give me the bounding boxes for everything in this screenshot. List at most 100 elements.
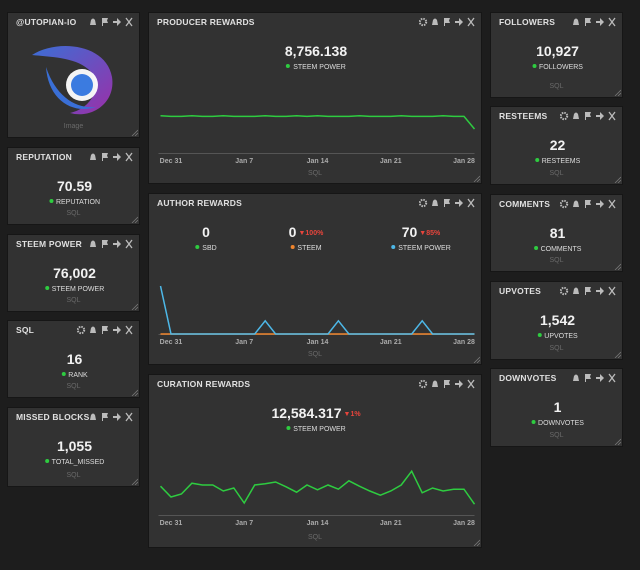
panel-title: MISSED BLOCKS bbox=[16, 412, 90, 422]
share-icon bbox=[596, 18, 604, 26]
x-tick-label: Dec 31 bbox=[160, 339, 183, 346]
resize-lines bbox=[131, 216, 138, 223]
close-icon bbox=[467, 198, 475, 208]
stat-value: 76,002 bbox=[53, 265, 96, 281]
stat-panel: MISSED BLOCKS 1,055 TOTAL_MISSED SQL bbox=[7, 407, 140, 487]
panel-title: PRODUCER REWARDS bbox=[157, 17, 255, 27]
stat-value: 0 bbox=[288, 224, 297, 240]
share-icon bbox=[596, 287, 604, 295]
flag-icon bbox=[102, 240, 108, 248]
share-icon bbox=[596, 374, 604, 382]
flag-icon bbox=[102, 18, 108, 26]
legend-dot bbox=[391, 245, 396, 249]
resize-handle bbox=[473, 356, 480, 363]
panel-title: @UTOPIAN-IO bbox=[16, 17, 77, 27]
legend-dot bbox=[61, 372, 66, 376]
resize-lines bbox=[473, 175, 480, 182]
stat: 76,002 STEEM POWER bbox=[44, 265, 104, 293]
stat: 70.59 REPUTATION bbox=[48, 178, 100, 206]
legend: STEEM POWER bbox=[285, 64, 347, 71]
legend-dot bbox=[195, 245, 200, 249]
panel-footer: SQL bbox=[549, 257, 564, 264]
share-icon bbox=[113, 413, 121, 421]
chart: Dec 31 Jan 7 Jan 14 Jan 21 Jan 28 bbox=[158, 285, 475, 346]
close-icon bbox=[125, 325, 133, 335]
x-tick-label: Jan 7 bbox=[235, 520, 253, 527]
panel-title: AUTHOR REWARDS bbox=[157, 198, 242, 208]
resize-lines bbox=[473, 356, 480, 363]
close-icon bbox=[125, 152, 133, 162]
header-icons bbox=[573, 373, 616, 383]
header-icons bbox=[90, 17, 133, 27]
resize-lines bbox=[131, 478, 138, 485]
line-series bbox=[159, 285, 475, 335]
close-icon bbox=[608, 286, 616, 296]
share-icon bbox=[455, 199, 463, 207]
legend-dot bbox=[533, 246, 538, 250]
close-icon bbox=[125, 17, 133, 27]
legend-label: COMMENTS bbox=[540, 246, 582, 253]
legend-label: RESTEEMS bbox=[541, 158, 581, 165]
legend-dot bbox=[44, 459, 49, 463]
stat: 16 RANK bbox=[61, 351, 88, 379]
resize-lines bbox=[131, 389, 138, 396]
resize-lines bbox=[614, 176, 621, 183]
stat-value: 12,584.317 bbox=[271, 405, 342, 421]
bell-icon bbox=[90, 18, 96, 25]
header-icons bbox=[77, 325, 133, 335]
panel-footer: SQL bbox=[549, 432, 564, 439]
gear-icon bbox=[419, 17, 428, 27]
stat: 81 COMMENTS bbox=[533, 225, 582, 253]
chart: Dec 31 Jan 7 Jan 14 Jan 21 Jan 28 bbox=[158, 115, 476, 165]
resize-handle bbox=[473, 175, 480, 182]
legend: STEEM POWER bbox=[271, 426, 360, 433]
panel-title: DOWNVOTES bbox=[499, 373, 557, 383]
share-icon bbox=[113, 240, 121, 248]
legend: STEEM bbox=[289, 245, 324, 252]
flag-icon bbox=[444, 380, 450, 388]
caption: Image bbox=[63, 123, 84, 130]
legend-label: DOWNVOTES bbox=[538, 420, 584, 427]
legend: STEEM POWER bbox=[44, 286, 104, 293]
x-tick-label: Jan 28 bbox=[453, 158, 475, 165]
legend: REPUTATION bbox=[48, 199, 100, 206]
legend-label: UPVOTES bbox=[544, 333, 578, 340]
bell-icon bbox=[432, 199, 438, 206]
stat-value: 22 bbox=[549, 137, 566, 153]
share-icon bbox=[596, 200, 604, 208]
share-icon bbox=[596, 112, 604, 120]
x-tick-label: Jan 14 bbox=[307, 339, 329, 346]
profile-panel: @UTOPIAN-IO Image bbox=[7, 12, 140, 138]
share-icon bbox=[455, 380, 463, 388]
x-tick-label: Jan 28 bbox=[453, 339, 475, 346]
resize-handle bbox=[131, 389, 138, 396]
stat-panel: UPVOTES 1,542 UPVOTES SQL bbox=[490, 281, 623, 360]
stat-value: 0 bbox=[202, 224, 210, 240]
legend-dot bbox=[286, 426, 291, 430]
resize-handle bbox=[131, 216, 138, 223]
stat-panel: RESTEEMS 22 RESTEEMS SQL bbox=[490, 106, 623, 185]
x-tick-label: Jan 21 bbox=[380, 339, 402, 346]
logo bbox=[32, 45, 113, 115]
x-tick-label: Jan 7 bbox=[235, 158, 253, 165]
resize-lines bbox=[473, 539, 480, 546]
bell-icon bbox=[573, 374, 579, 381]
legend-dot bbox=[44, 286, 49, 290]
legend-label: STEEM bbox=[297, 245, 322, 252]
legend-label: SBD bbox=[202, 245, 217, 252]
legend: RESTEEMS bbox=[534, 158, 581, 165]
panel-footer: SQL bbox=[549, 83, 564, 90]
close-icon bbox=[608, 199, 616, 209]
resize-handle bbox=[614, 351, 621, 358]
resize-handle bbox=[614, 176, 621, 183]
chart: Dec 31 Jan 7 Jan 14 Jan 21 Jan 28 bbox=[158, 469, 476, 527]
stat-value: 8,756.138 bbox=[284, 43, 348, 59]
stat-value: 70 bbox=[401, 224, 418, 240]
legend-label: STEEM POWER bbox=[398, 245, 451, 252]
header-icons bbox=[90, 239, 133, 249]
bell-icon bbox=[432, 18, 438, 25]
header-icons bbox=[560, 199, 616, 209]
header-icons bbox=[90, 152, 133, 162]
bell-icon bbox=[90, 326, 96, 333]
resize-handle bbox=[614, 263, 621, 270]
